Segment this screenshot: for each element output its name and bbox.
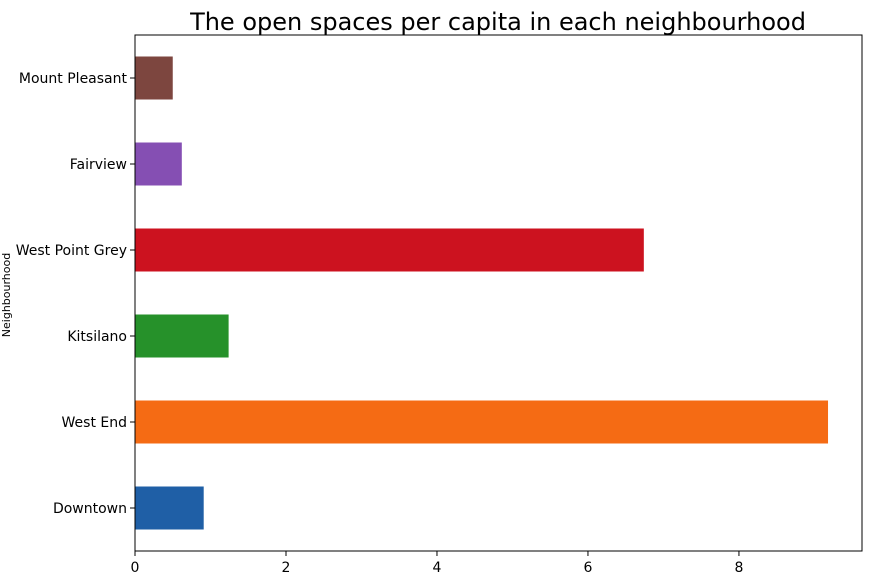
y-tick-label: Fairview: [70, 157, 127, 173]
bar-west-point-grey: [135, 228, 644, 272]
y-tick-label: Kitsilano: [67, 329, 127, 345]
y-tick-label: West Point Grey: [16, 243, 127, 259]
x-tick-label: 0: [131, 560, 140, 574]
plot-frame: [134, 34, 863, 552]
bar-mount-pleasant: [135, 56, 173, 100]
y-tick-label: Downtown: [53, 501, 127, 517]
chart-title: The open spaces per capita in each neigh…: [189, 8, 806, 36]
y-tick-label: West End: [62, 415, 127, 431]
axes-layer: [134, 34, 863, 552]
x-tick-label: 6: [583, 560, 592, 574]
bar-kitsilano: [135, 314, 229, 358]
bar-downtown: [135, 486, 204, 530]
x-tick-label: 8: [734, 560, 743, 574]
x-tick-label: 2: [282, 560, 291, 574]
y-tick-label: Mount Pleasant: [19, 71, 128, 87]
bar-fairview: [135, 142, 182, 186]
x-tick-label: 4: [433, 560, 442, 574]
y-axis-label: Neighbourhood: [0, 253, 13, 337]
bar-west-end: [135, 400, 829, 444]
bars-layer: [135, 56, 829, 530]
ticks-layer: Downtown West End Kitsilano West Point Grey…: [16, 71, 744, 574]
